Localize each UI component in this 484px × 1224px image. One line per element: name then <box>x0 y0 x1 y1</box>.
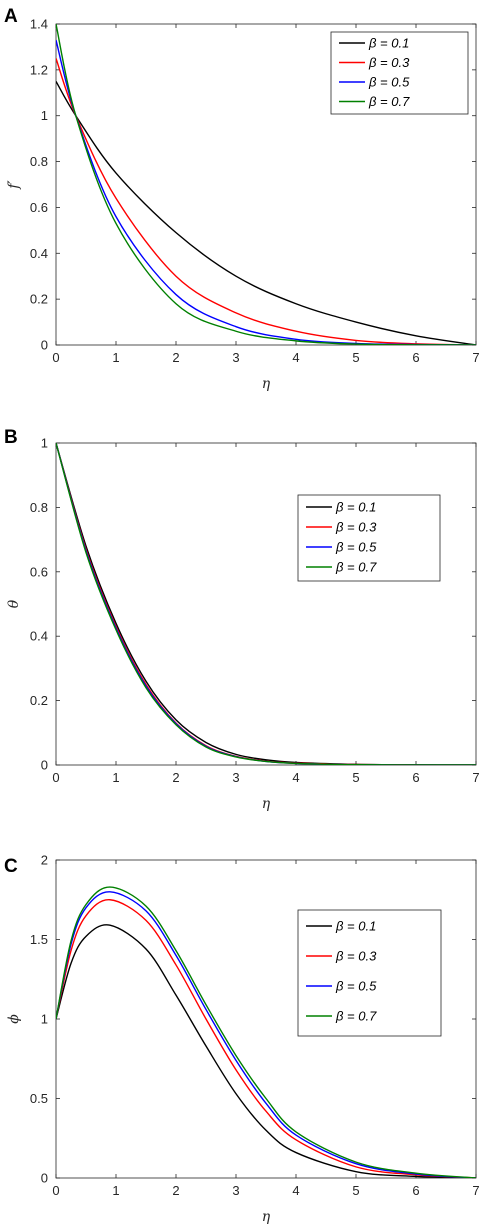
panel-label: B <box>4 427 18 448</box>
y-tick-label: 1.5 <box>30 932 48 947</box>
y-tick-label: 0.6 <box>30 200 48 215</box>
y-tick-label: 1 <box>41 436 48 451</box>
x-tick-label: 4 <box>292 350 299 365</box>
x-tick-label: 7 <box>472 350 479 365</box>
x-tick-label: 3 <box>232 770 239 785</box>
x-axis-label: η <box>262 376 271 392</box>
x-tick-label: 2 <box>172 350 179 365</box>
series-line-2 <box>56 443 476 765</box>
series-line-4 <box>56 886 476 1178</box>
x-tick-label: 1 <box>112 770 119 785</box>
x-tick-label: 1 <box>112 350 119 365</box>
x-tick-label: 0 <box>52 1183 59 1198</box>
x-tick-label: 6 <box>412 1183 419 1198</box>
series-line-1 <box>56 80 476 345</box>
y-tick-label: 0 <box>41 758 48 773</box>
series-line-4 <box>56 443 476 765</box>
y-tick-label: 0.8 <box>30 154 48 169</box>
x-tick-label: 3 <box>232 350 239 365</box>
y-axis-label: ϕ <box>6 1014 22 1024</box>
plot-area <box>55 23 477 346</box>
y-tick-label: 0.4 <box>30 246 48 261</box>
chart-panel-A: A0 1 2 3 4 5 6 700.20.40.60.811.21.4ηf′β = 0.1β… <box>4 6 480 392</box>
legend-entry: β = 0.7 <box>368 94 410 109</box>
x-tick-label: 6 <box>412 770 419 785</box>
x-axis-label: η <box>262 796 271 812</box>
legend-entry: β = 0.1 <box>335 500 376 515</box>
x-tick-label: 5 <box>352 350 359 365</box>
x-tick-label: 3 <box>232 1183 239 1198</box>
y-tick-label: 0 <box>41 338 48 353</box>
y-tick-label: 0 <box>41 1171 48 1186</box>
y-tick-label: 0.2 <box>30 693 48 708</box>
x-tick-label: 7 <box>472 770 479 785</box>
x-tick-label: 5 <box>352 770 359 785</box>
y-tick-label: 0.6 <box>30 564 48 579</box>
x-tick-label: 2 <box>172 1183 179 1198</box>
y-tick-label: 1.4 <box>30 17 48 32</box>
x-tick-label: 2 <box>172 770 179 785</box>
series-line-2 <box>56 899 476 1178</box>
y-tick-label: 0.8 <box>30 500 48 515</box>
legend-entry: β = 0.7 <box>335 560 377 575</box>
panel-label: A <box>4 6 18 27</box>
legend: β = 0.1 β = 0.3 β = 0.5 β = 0.7 <box>297 494 441 582</box>
x-tick-label: 0 <box>52 770 59 785</box>
x-tick-label: 7 <box>472 1183 479 1198</box>
legend-entry: β = 0.5 <box>368 75 410 90</box>
x-tick-label: 4 <box>292 1183 299 1198</box>
series-line-1 <box>56 924 476 1178</box>
series-line-1 <box>56 443 476 765</box>
legend-box <box>330 31 469 115</box>
legend: β = 0.1 β = 0.3 β = 0.5 β = 0.7 <box>330 31 469 115</box>
x-tick-label: 0 <box>52 350 59 365</box>
panel-label: C <box>4 856 18 877</box>
series-line-4 <box>56 24 476 345</box>
x-axis-label: η <box>262 1209 271 1224</box>
x-tick-label: 6 <box>412 350 419 365</box>
y-tick-label: 0.5 <box>30 1091 48 1106</box>
legend-entry: β = 0.3 <box>335 520 377 535</box>
legend-entry: β = 0.7 <box>335 1009 377 1024</box>
series-line-3 <box>56 891 476 1178</box>
series-line-3 <box>56 443 476 765</box>
y-tick-label: 1 <box>41 108 48 123</box>
legend-box <box>297 909 442 1037</box>
series-line-2 <box>56 58 476 345</box>
legend-entry: β = 0.3 <box>368 55 410 70</box>
y-axis-label: f′ <box>6 180 22 190</box>
x-tick-label: 5 <box>352 1183 359 1198</box>
legend-entry: β = 0.3 <box>335 949 377 964</box>
legend-entry: β = 0.5 <box>335 979 377 994</box>
y-tick-label: 1 <box>41 1012 48 1027</box>
y-tick-label: 2 <box>41 853 48 868</box>
plot-area <box>55 442 477 766</box>
y-tick-label: 0.4 <box>30 629 48 644</box>
y-tick-label: 1.2 <box>30 62 48 77</box>
legend-entry: β = 0.5 <box>335 540 377 555</box>
y-axis-label: θ <box>6 599 22 608</box>
y-tick-label: 0.2 <box>30 292 48 307</box>
x-tick-label: 4 <box>292 770 299 785</box>
legend-entry: β = 0.1 <box>368 36 409 51</box>
x-tick-label: 1 <box>112 1183 119 1198</box>
legend-entry: β = 0.1 <box>335 919 376 934</box>
legend: β = 0.1 β = 0.3 β = 0.5 β = 0.7 <box>297 909 442 1037</box>
